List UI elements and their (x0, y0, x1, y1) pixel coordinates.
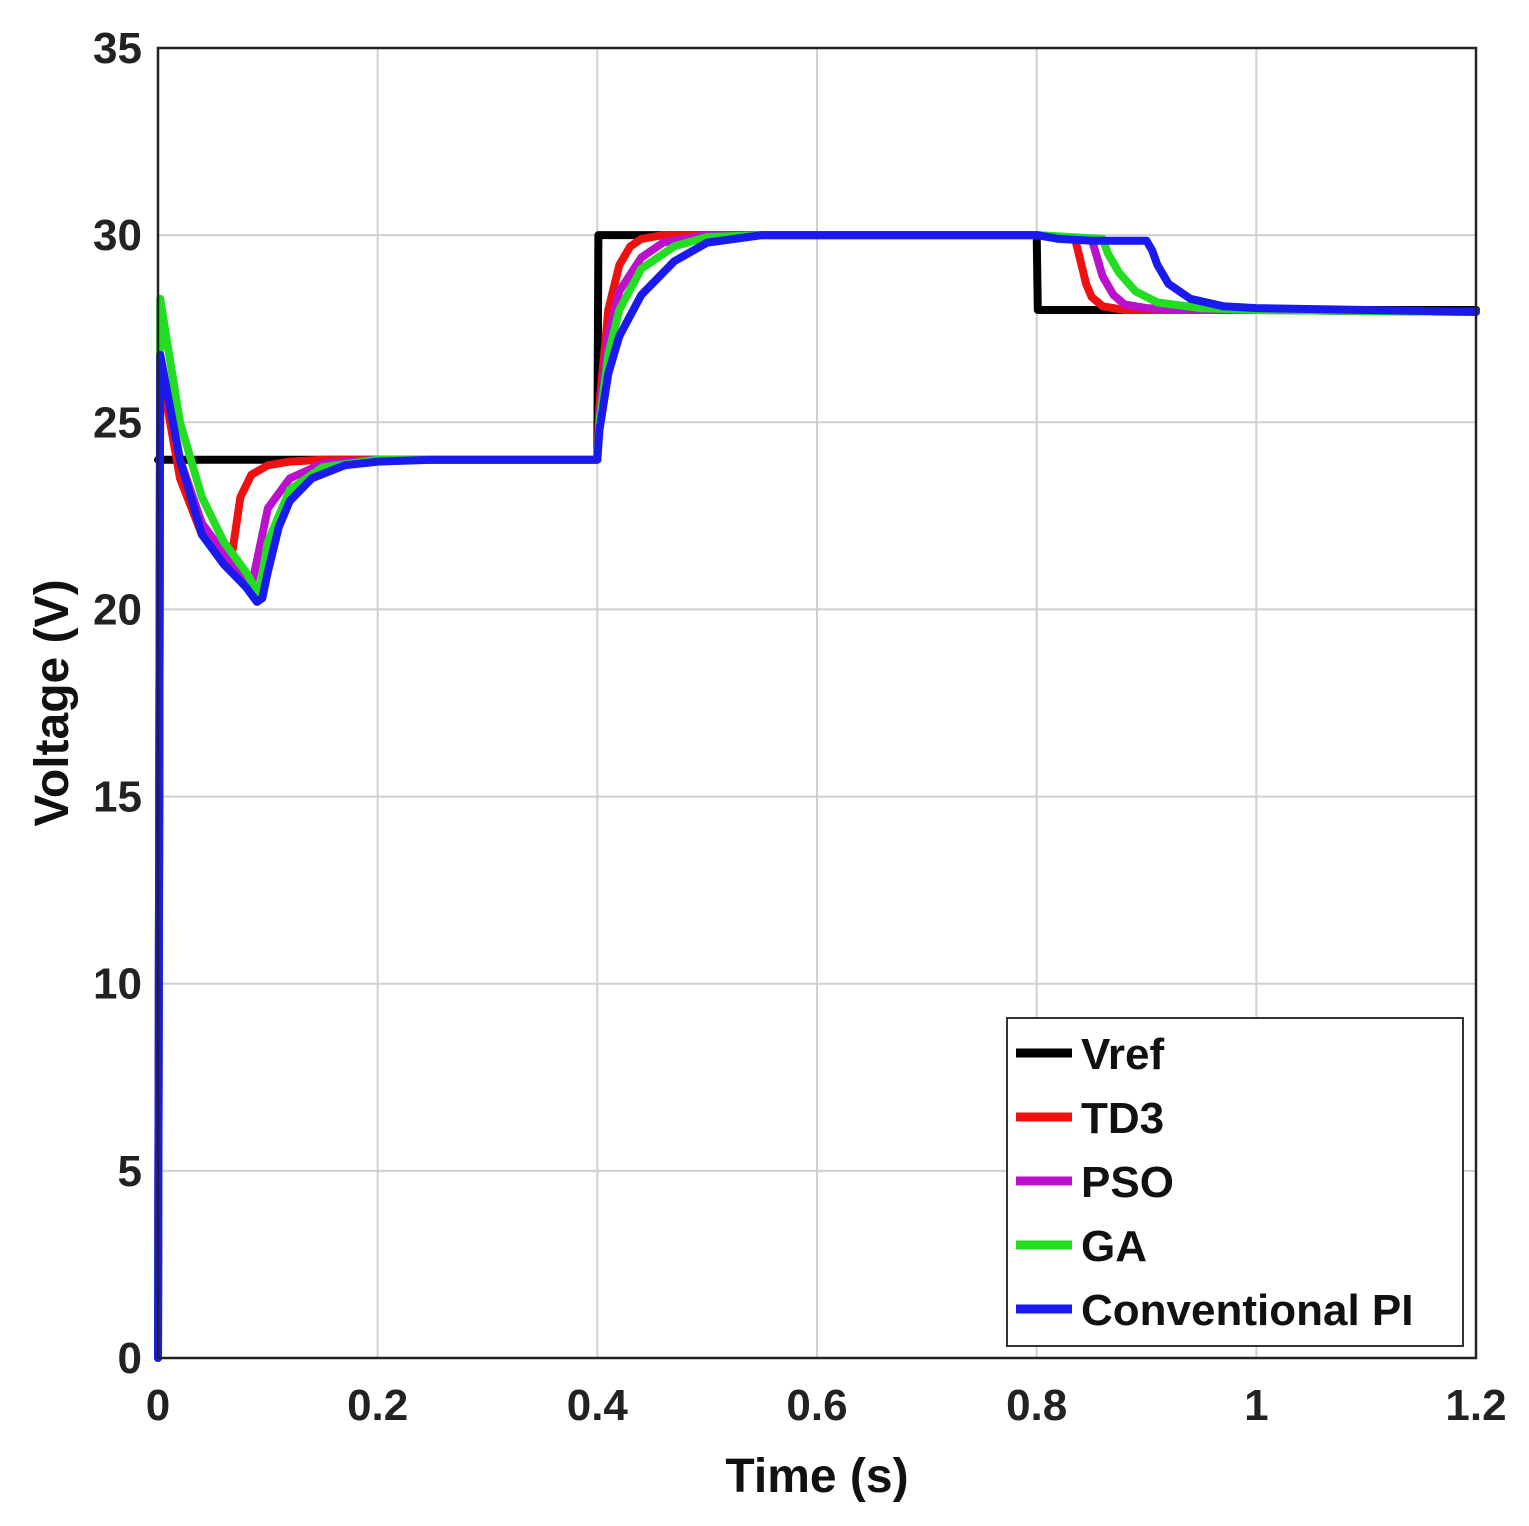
legend-label-td3: TD3 (1081, 1094, 1164, 1143)
y-tick-label: 20 (93, 585, 142, 634)
y-tick-label: 30 (93, 211, 142, 260)
x-tick-label: 0 (146, 1381, 170, 1430)
series-line-conventional-pi (154, 231, 1480, 1362)
x-tick-label: 0.8 (1006, 1381, 1067, 1430)
series-line-ga (154, 231, 1480, 1362)
x-tick-labels: 0 0.2 0.4 0.6 0.8 1 1.2 (146, 1381, 1507, 1430)
x-tick-label: 0.4 (567, 1381, 629, 1430)
y-axis-label: Voltage (V) (26, 579, 79, 826)
y-tick-label: 15 (93, 773, 142, 822)
legend-label-ga: GA (1081, 1222, 1147, 1271)
y-tick-label: 10 (93, 960, 142, 1009)
x-tick-label: 0.2 (347, 1381, 408, 1430)
legend-label-conventional-pi: Conventional PI (1081, 1286, 1413, 1335)
x-tick-label: 0.6 (786, 1381, 847, 1430)
y-tick-label: 0 (118, 1334, 142, 1383)
series-line-pso (154, 231, 1480, 1362)
legend-label-pso: PSO (1081, 1158, 1174, 1207)
legend-box (1006, 1017, 1464, 1347)
x-tick-label: 1.2 (1445, 1381, 1506, 1430)
y-tick-label: 35 (93, 24, 142, 73)
y-tick-label: 5 (118, 1147, 142, 1196)
legend: Vref TD3 PSO GA Conventional PI (1006, 1017, 1464, 1347)
x-axis-label: Time (s) (725, 1450, 908, 1503)
x-tick-label: 1 (1244, 1381, 1268, 1430)
legend-label-vref: Vref (1081, 1030, 1165, 1079)
y-tick-label: 25 (93, 398, 142, 447)
y-tick-labels: 0 5 10 15 20 25 30 35 (93, 24, 142, 1383)
plot-border (156, 46, 1478, 1360)
